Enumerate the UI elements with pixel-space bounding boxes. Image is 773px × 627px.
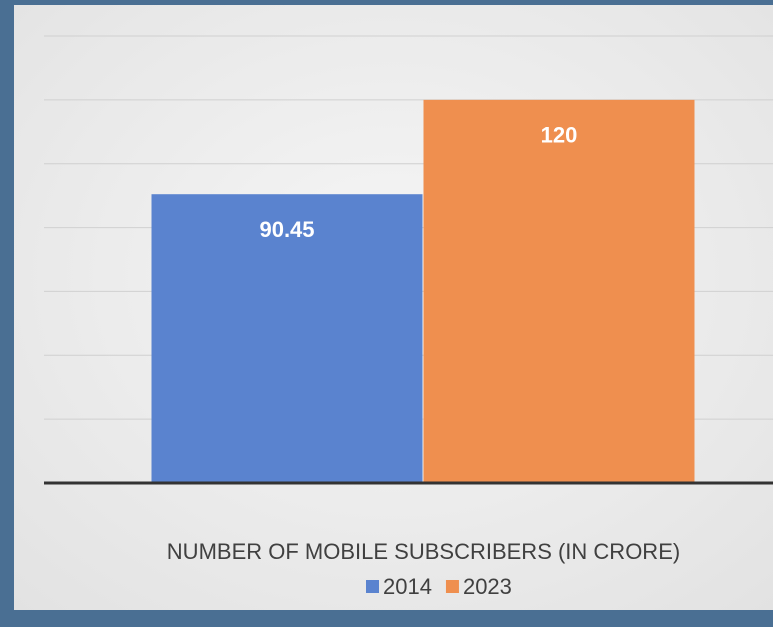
legend-label: 2023 — [463, 574, 512, 599]
x-tick-label: NUMBER OF MOBILE SUBSCRIBERS (IN CRORE) — [167, 539, 680, 564]
legend-swatch — [445, 580, 459, 593]
bar — [151, 194, 423, 484]
legend-label: 2014 — [383, 574, 432, 599]
data-label: 90.45 — [259, 217, 314, 242]
data-label: 120 — [541, 123, 578, 148]
bar — [423, 99, 695, 483]
legend-swatch — [366, 580, 379, 593]
